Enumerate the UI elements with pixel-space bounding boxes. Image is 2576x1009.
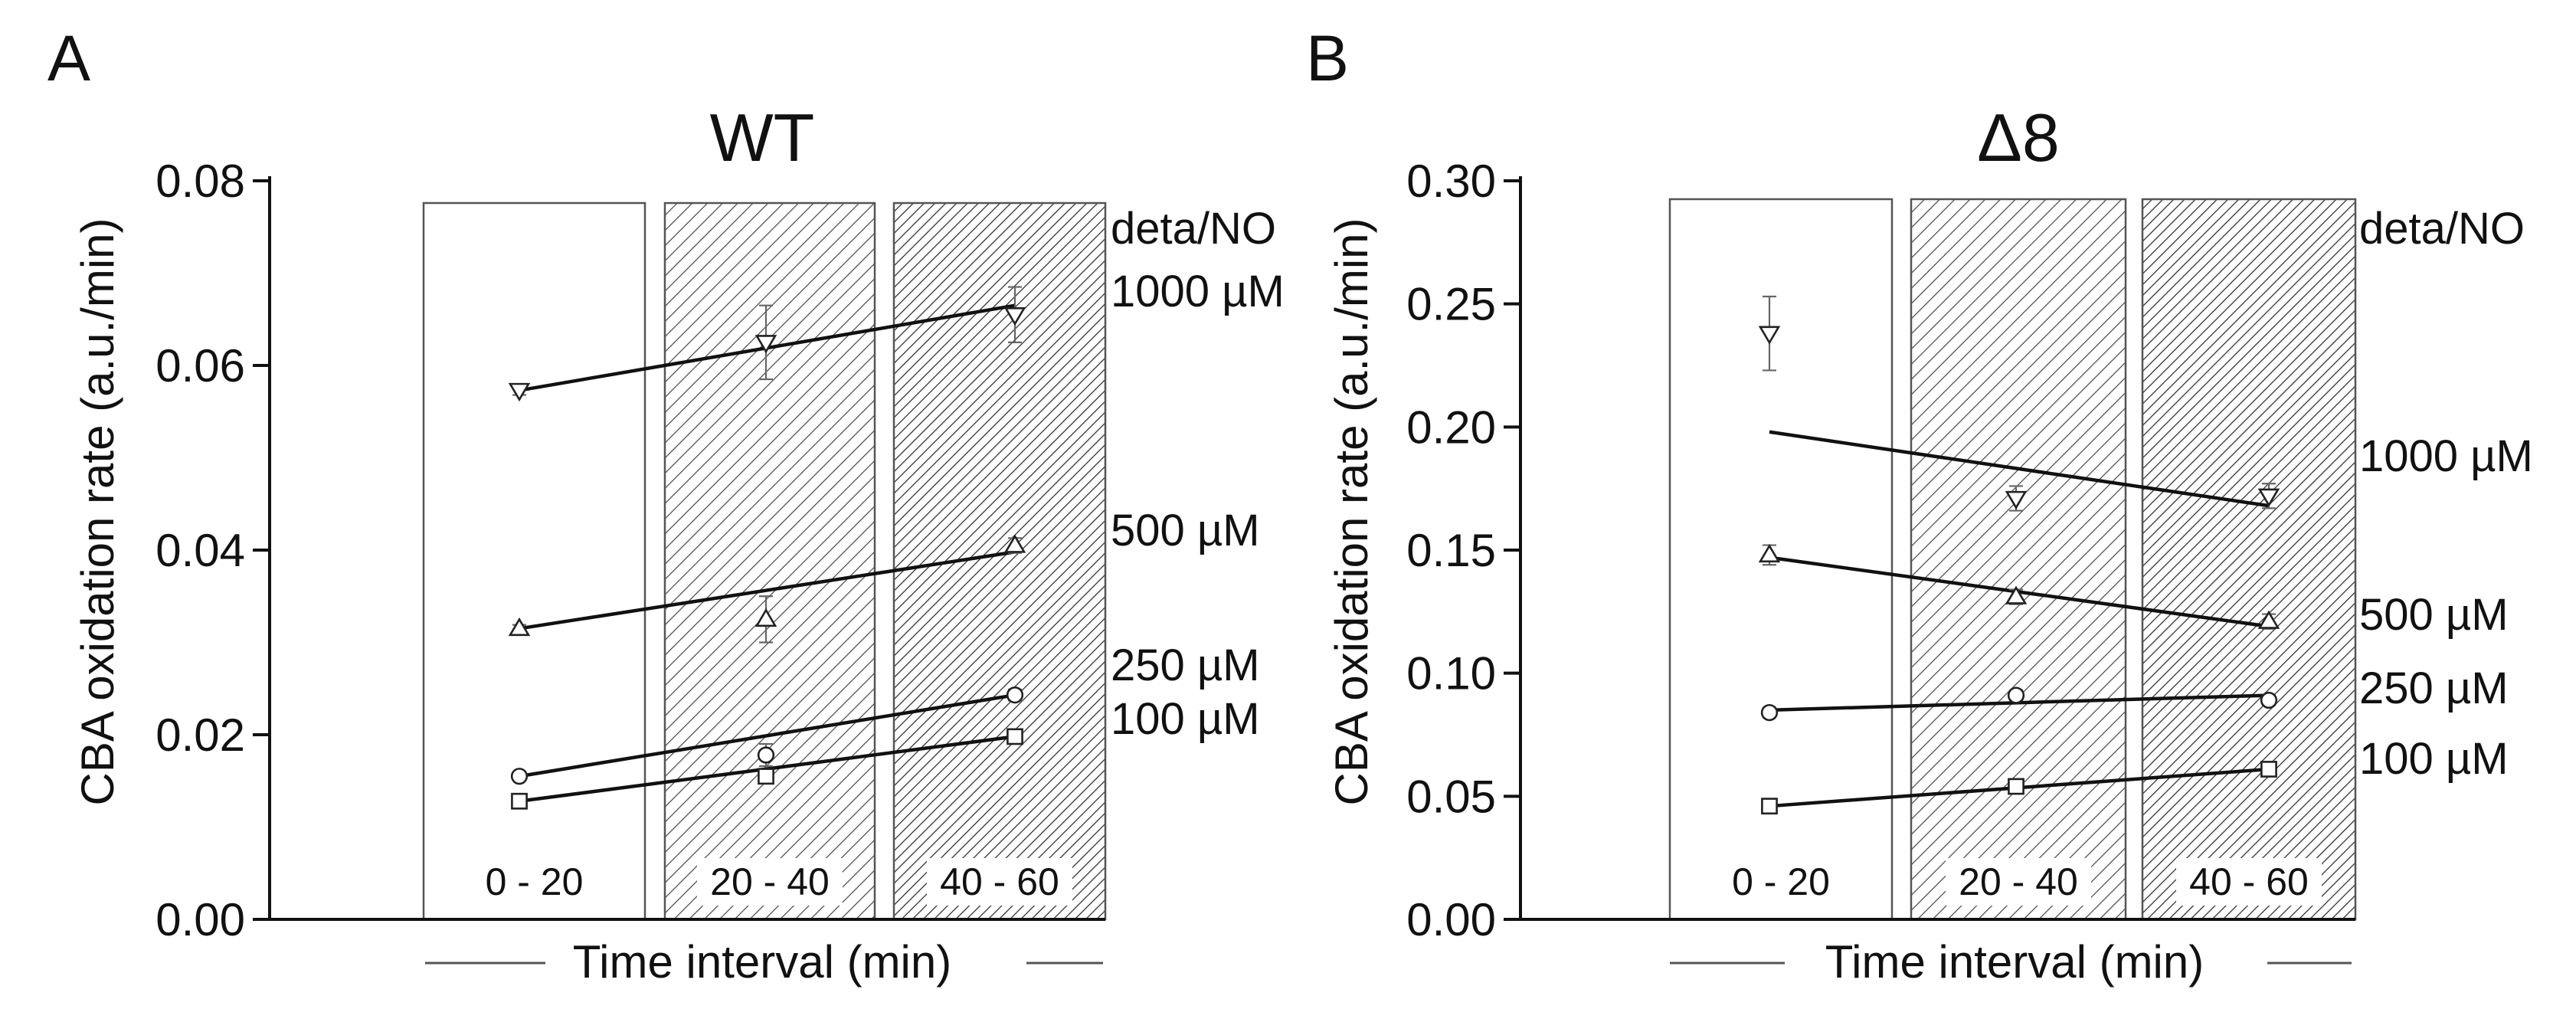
interval-label: 20 - 40 [710, 860, 830, 903]
circle-marker [1006, 686, 1024, 704]
y-axis-label: CBA oxidation rate (a.u./min) [72, 218, 123, 805]
interval-label: 20 - 40 [1959, 860, 2078, 903]
y-tick-label: 0.10 [1406, 648, 1496, 699]
interval-label: 40 - 60 [940, 860, 1059, 903]
panel-b: B Δ8 CBA oxidation rate (a.u./min) 0 - 2… [1306, 22, 2533, 988]
y-tick-label: 0.20 [1406, 401, 1496, 453]
triangle-up-marker [1003, 534, 1026, 553]
panel-label: B [1306, 22, 1349, 94]
interval-label-bg [927, 858, 1072, 906]
triangle-down-marker [508, 382, 531, 402]
square-marker [1007, 728, 1023, 745]
interval-bar [663, 201, 876, 921]
legend-title: deta/NO [1111, 204, 1276, 254]
legend-title: deta/NO [2359, 204, 2525, 254]
fit-line [519, 550, 1016, 631]
circle-marker [757, 746, 775, 764]
circle-marker [2260, 691, 2278, 709]
square-marker [511, 792, 528, 810]
triangle-down-marker [754, 335, 777, 354]
series-label: 250 µM [1111, 640, 1260, 690]
circle-marker [510, 768, 529, 785]
series-label: 100 µM [1111, 694, 1260, 744]
interval-label-bg [2176, 858, 2322, 906]
triangle-up-marker [2257, 610, 2280, 629]
triangle-up-marker [2005, 585, 2028, 604]
interval-label-bg [697, 858, 843, 906]
triangle-down-marker [2257, 488, 2280, 507]
triangle-down-marker [2005, 490, 2028, 510]
triangle-up-marker [1758, 543, 1781, 563]
chart-title: Δ8 [1977, 100, 2060, 175]
triangle-up-marker [508, 617, 531, 637]
interval-label: 40 - 60 [2189, 860, 2309, 903]
square-marker [758, 768, 774, 785]
triangle-down-marker [1758, 326, 1781, 345]
y-tick-label: 0.05 [1406, 771, 1496, 822]
interval-label: 0 - 20 [486, 860, 584, 903]
y-tick-label: 0.30 [1406, 156, 1496, 207]
interval-bar [422, 201, 646, 921]
interval-bar [2141, 198, 2357, 921]
series-label: 100 µM [2359, 734, 2509, 784]
interval-bar [892, 201, 1107, 921]
square-marker [2260, 761, 2277, 778]
interval-label-bg [1946, 858, 2091, 906]
y-tick-label: 0.04 [155, 525, 245, 576]
fit-line [519, 693, 1016, 778]
square-marker [2008, 778, 2024, 795]
y-tick-label: 0.25 [1406, 279, 1496, 330]
x-axis-label: Time interval (min) [1825, 936, 2204, 988]
circle-marker [2007, 686, 2025, 704]
y-tick-label: 0.02 [155, 709, 245, 761]
interval-bar [1910, 198, 2127, 921]
y-tick-label: 0.00 [1406, 894, 1496, 945]
triangle-down-marker [1003, 307, 1026, 326]
series-label: 500 µM [1111, 506, 1260, 555]
y-tick-label: 0.06 [155, 340, 245, 391]
series-label: 1000 µM [1111, 267, 1285, 316]
panel-label: A [47, 22, 90, 94]
series-label: 250 µM [2359, 663, 2509, 713]
x-axis-label: Time interval (min) [573, 936, 952, 988]
series-label: 1000 µM [2359, 431, 2533, 481]
y-axis-label: CBA oxidation rate (a.u./min) [1326, 218, 1377, 805]
panel-a: A WT CBA oxidation rate (a.u./min) 0 - 2… [47, 22, 1285, 988]
interval-label: 0 - 20 [1732, 860, 1830, 903]
circle-marker [1760, 703, 1779, 722]
y-tick-label: 0.08 [155, 156, 245, 207]
square-marker [1761, 798, 1778, 815]
triangle-up-marker [754, 608, 777, 627]
y-tick-label: 0.15 [1406, 525, 1496, 576]
chart-title: WT [710, 100, 815, 175]
fit-line [1769, 430, 2270, 508]
series-label: 500 µM [2359, 590, 2509, 640]
y-tick-label: 0.00 [155, 894, 245, 945]
